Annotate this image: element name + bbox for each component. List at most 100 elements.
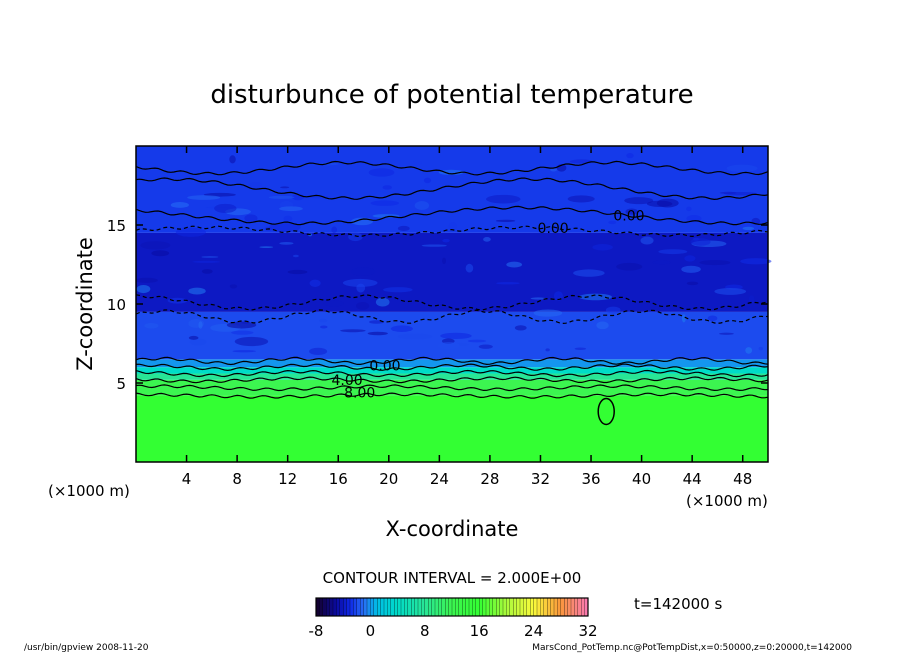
- x-tick-label: 12: [278, 470, 297, 488]
- contour-line: [135, 363, 769, 372]
- colorbar-cell: [506, 597, 511, 617]
- field-patch: [608, 220, 617, 225]
- field-patch: [578, 293, 613, 301]
- colorbar-cell: [404, 597, 409, 617]
- colorbar-cell: [431, 597, 436, 617]
- x-tick-label: 8: [232, 470, 242, 488]
- time-label: t=142000 s: [634, 595, 722, 613]
- field-patch: [495, 219, 516, 223]
- field-patch: [279, 206, 303, 212]
- colorbar-cell: [523, 597, 528, 617]
- field-patch: [442, 238, 450, 243]
- field-patch: [249, 181, 263, 190]
- field-patch: [514, 325, 527, 331]
- field-patch: [368, 168, 395, 177]
- colorbar-cell: [445, 597, 450, 617]
- field-patch: [465, 263, 474, 273]
- field-patch: [569, 159, 593, 164]
- colorbar-cell: [326, 597, 331, 617]
- field-patch: [198, 321, 203, 329]
- contour-interval: CONTOUR INTERVAL = 2.000E+00: [323, 569, 582, 587]
- colorbar-cell: [553, 597, 558, 617]
- colorbar-cell: [421, 597, 426, 617]
- field-patch: [187, 195, 221, 200]
- field-patch: [438, 169, 464, 175]
- colorbar-cell: [400, 597, 405, 617]
- contour-label: 0.00: [613, 209, 644, 225]
- colorbar-cell: [468, 597, 473, 617]
- colorbar-cell: [349, 597, 354, 617]
- x-tick-label: 48: [733, 470, 752, 488]
- field-patch: [279, 241, 294, 245]
- colorbar-cell: [383, 597, 388, 617]
- colorbar-cell: [536, 597, 541, 617]
- field-patch: [397, 333, 433, 340]
- field-patch: [309, 347, 328, 356]
- contour-label: 0.00: [538, 221, 569, 237]
- colorbar-cell: [502, 597, 507, 617]
- field-patch: [423, 177, 432, 184]
- colorbar-cell: [417, 597, 422, 617]
- field-patch: [283, 215, 293, 222]
- field-patch: [718, 332, 734, 335]
- field-patch: [486, 194, 521, 204]
- contour-line: [135, 294, 769, 311]
- field-patch: [626, 152, 634, 159]
- field-patch: [448, 222, 458, 231]
- field-patch: [201, 269, 213, 274]
- chart-title: disturbunce of potential temperature: [210, 80, 693, 110]
- field-patch: [268, 222, 301, 232]
- field-patch: [140, 241, 171, 250]
- colorbar-tick-label: 16: [470, 622, 489, 640]
- field-patch: [686, 281, 699, 286]
- field-layer: [136, 359, 768, 368]
- field-patch: [367, 331, 388, 336]
- colorbar-cell: [356, 597, 361, 617]
- field-patch: [375, 297, 390, 307]
- colorbar-cell: [526, 597, 531, 617]
- field-patch: [545, 348, 550, 352]
- contour-line: [135, 309, 769, 325]
- colorbar-cell: [343, 597, 348, 617]
- colorbar-cell: [533, 597, 538, 617]
- x-tick-label: 20: [379, 470, 398, 488]
- field-layer: [136, 367, 768, 374]
- plot-area: [135, 145, 772, 463]
- colorbar-tick-label: -8: [309, 622, 324, 640]
- colorbar-cell: [567, 597, 572, 617]
- field-patch: [553, 291, 564, 301]
- colorbar-cell: [373, 597, 378, 617]
- colorbar-cell: [475, 597, 480, 617]
- colorbar-cell: [390, 597, 395, 617]
- field-patch: [483, 237, 491, 242]
- colorbar-cell: [336, 597, 341, 617]
- field-patch: [625, 208, 638, 215]
- colorbar-cell: [516, 597, 521, 617]
- field-patch: [533, 309, 563, 317]
- field-patch: [231, 330, 254, 335]
- field-patch: [229, 155, 236, 164]
- colorbar-cell: [339, 597, 344, 617]
- field-patch: [340, 329, 366, 333]
- x-tick-label: 36: [581, 470, 600, 488]
- field-layer: [136, 395, 768, 462]
- field-patch: [259, 246, 274, 249]
- field-patch: [640, 236, 654, 245]
- field-patch: [390, 325, 413, 333]
- field-patch: [616, 262, 643, 271]
- field-patch: [170, 201, 189, 208]
- colorbar-cell: [530, 597, 535, 617]
- x-tick-label: 40: [632, 470, 651, 488]
- colorbar-cell: [489, 597, 494, 617]
- field-layer: [136, 232, 768, 312]
- contour-label: 8.00: [344, 385, 375, 401]
- field-patch: [624, 197, 654, 205]
- colorbar: [315, 597, 589, 617]
- field-patch: [748, 295, 755, 304]
- field-patch: [740, 258, 772, 265]
- field-patch: [136, 284, 151, 294]
- x-tick-label: 24: [430, 470, 449, 488]
- colorbar-cell: [438, 597, 443, 617]
- field-patch: [573, 269, 605, 277]
